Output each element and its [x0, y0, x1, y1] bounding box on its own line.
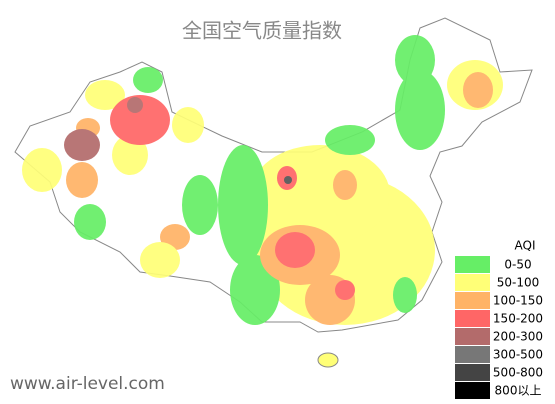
blob [22, 148, 62, 192]
blob [335, 280, 355, 300]
blob [230, 255, 280, 325]
blob [393, 277, 417, 313]
blob [395, 70, 445, 150]
blob [218, 145, 268, 265]
blob [182, 175, 218, 235]
blob [127, 97, 143, 113]
blob [172, 107, 204, 143]
map-title: 全国空气质量指数 [182, 19, 342, 43]
blob [333, 170, 357, 200]
blob [395, 35, 435, 85]
legend-swatch [455, 364, 490, 381]
map [14, 17, 533, 368]
blob [284, 176, 292, 184]
blob [85, 80, 125, 110]
blob [64, 129, 100, 161]
legend-swatch [455, 256, 490, 273]
blob [74, 204, 106, 240]
legend-label: 300-500 [493, 348, 543, 362]
legend-swatch [455, 328, 490, 345]
legend: AQI 0-50 50-100 100-150 150-200 200-300 300-5… [452, 236, 548, 400]
blob [133, 67, 163, 93]
hainan [317, 352, 339, 368]
site-watermark: www.air-level.com [10, 374, 165, 394]
legend-label: 150-200 [493, 312, 543, 326]
legend-label: 500-800 [493, 366, 543, 380]
legend-swatch [455, 346, 490, 363]
pollution-blobs [22, 35, 503, 325]
legend-swatch [455, 310, 490, 327]
legend-label: 0-50 [504, 258, 531, 272]
legend-swatch [455, 382, 490, 399]
blob [325, 125, 375, 155]
blob [140, 242, 180, 278]
blob [463, 72, 493, 108]
legend-swatch [455, 274, 490, 291]
legend-label: 200-300 [493, 330, 543, 344]
blob [66, 162, 98, 198]
blob [112, 135, 148, 175]
legend-label: 800以上 [495, 384, 542, 398]
legend-label: 100-150 [493, 294, 543, 308]
blob [110, 95, 170, 145]
legend-title: AQI [515, 239, 536, 253]
legend-swatch [455, 292, 490, 309]
legend-label: 50-100 [497, 276, 540, 290]
blob [275, 232, 315, 268]
